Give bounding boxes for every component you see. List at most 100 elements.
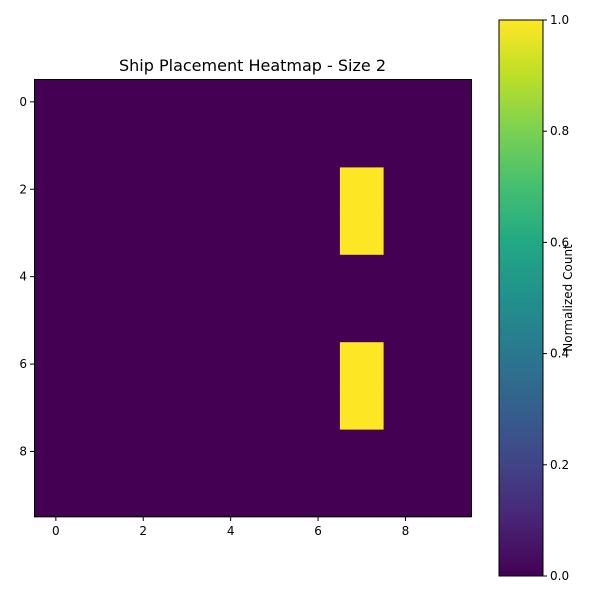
heatmap-cell [383, 167, 428, 212]
heatmap-cell [383, 123, 428, 168]
heatmap-cell [77, 211, 122, 256]
plot-frame [34, 79, 472, 517]
heatmap-cell [208, 385, 253, 430]
heatmap-cell [339, 385, 384, 430]
heatmap-cell [296, 298, 341, 343]
heatmap-cell [427, 80, 472, 125]
heatmap-cell [427, 429, 472, 474]
heatmap-cell [383, 298, 428, 343]
heatmap-cell [339, 167, 384, 212]
heatmap-cell [427, 167, 472, 212]
heatmap-cell [252, 298, 297, 343]
heatmap-cell [121, 473, 166, 518]
heatmap-cell [77, 167, 122, 212]
heatmap-cell [77, 254, 122, 299]
heatmap-cell [383, 473, 428, 518]
heatmap-cell [252, 385, 297, 430]
y-tick-label: 6 [19, 357, 27, 371]
heatmap-cell [296, 254, 341, 299]
heatmap-cell [121, 123, 166, 168]
heatmap-cell [339, 298, 384, 343]
heatmap-cell [165, 211, 210, 256]
heatmap-cell [34, 123, 79, 168]
heatmap-cell [296, 211, 341, 256]
heatmap-cell [339, 429, 384, 474]
heatmap-cell [165, 342, 210, 387]
y-axis: 0 2 4 6 8 [19, 95, 34, 458]
heatmap-cell [34, 342, 79, 387]
y-tick-label: 8 [19, 444, 27, 458]
colorbar-tick-label: 0.8 [550, 124, 569, 138]
x-tick-label: 0 [52, 524, 60, 538]
heatmap-cell [208, 167, 253, 212]
heatmap-cell [121, 254, 166, 299]
x-tick-label: 8 [402, 524, 410, 538]
heatmap-cell [34, 473, 79, 518]
colorbar: 0.0 0.2 0.4 0.6 0.8 1.0 Normalized Count [498, 13, 575, 583]
heatmap-cell [165, 123, 210, 168]
heatmap-cell [339, 211, 384, 256]
heatmap-cell [427, 473, 472, 518]
heatmap-cell [296, 473, 341, 518]
heatmap-cell [427, 211, 472, 256]
heatmap-cell [77, 80, 122, 125]
heatmap-cell [121, 167, 166, 212]
heatmap-cell [252, 473, 297, 518]
heatmap-cell [252, 429, 297, 474]
heatmap-cell [121, 211, 166, 256]
heatmap-cell [165, 80, 210, 125]
heatmap-cell [252, 342, 297, 387]
heatmap-cell [339, 80, 384, 125]
heatmap-cell [208, 298, 253, 343]
heatmap-cell [121, 298, 166, 343]
heatmap-cell [208, 254, 253, 299]
heatmap-cell [339, 473, 384, 518]
heatmap-cell [34, 80, 79, 125]
heatmap-cell [77, 385, 122, 430]
heatmap-cell [208, 342, 253, 387]
heatmap-cell [252, 211, 297, 256]
heatmap-cell [383, 80, 428, 125]
heatmap-cell [165, 385, 210, 430]
heatmap-cell [34, 385, 79, 430]
heatmap-cell [121, 429, 166, 474]
heatmap-cell [34, 254, 79, 299]
heatmap-cell [427, 123, 472, 168]
heatmap-cell [121, 80, 166, 125]
heatmap-cell [252, 167, 297, 212]
colorbar-ticks: 0.0 0.2 0.4 0.6 0.8 1.0 [543, 13, 569, 583]
heatmap-cell [165, 167, 210, 212]
heatmap-cell [77, 298, 122, 343]
heatmap-cell [34, 298, 79, 343]
chart-title: Ship Placement Heatmap - Size 2 [119, 56, 386, 75]
x-tick-label: 4 [227, 524, 235, 538]
heatmap-cell [165, 429, 210, 474]
heatmap-cell [427, 254, 472, 299]
heatmap-cell [208, 123, 253, 168]
heatmap-cell [383, 429, 428, 474]
heatmap-cell [296, 342, 341, 387]
y-tick-label: 2 [19, 182, 27, 196]
heatmap-cell [252, 123, 297, 168]
colorbar-frame [498, 19, 544, 577]
heatmap-cell [208, 429, 253, 474]
heatmap-cell [34, 429, 79, 474]
heatmap-cell [296, 429, 341, 474]
x-axis: 0 2 4 6 8 [52, 517, 409, 538]
colorbar-tick-label: 1.0 [550, 13, 569, 27]
heatmap-cell [296, 80, 341, 125]
y-tick-label: 0 [19, 95, 27, 109]
heatmap-cell [208, 473, 253, 518]
heatmap-cell [339, 342, 384, 387]
heatmap-cell [252, 80, 297, 125]
heatmap-cell [77, 123, 122, 168]
heatmap-cell [383, 211, 428, 256]
heatmap-cell [427, 298, 472, 343]
heatmap-cell [296, 123, 341, 168]
x-tick-label: 2 [139, 524, 147, 538]
y-tick-label: 4 [19, 270, 27, 284]
heatmap-cell [339, 123, 384, 168]
heatmap-cell [339, 254, 384, 299]
heatmap-cell [77, 473, 122, 518]
